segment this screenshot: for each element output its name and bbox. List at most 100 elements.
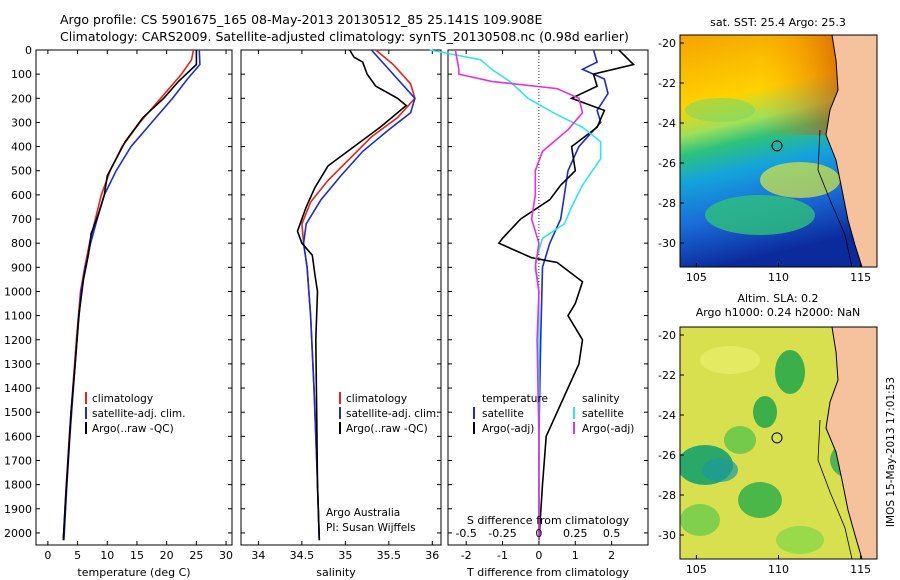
sst-map-title: sat. SST: 25.4 Argo: 25.3: [710, 16, 846, 29]
salinity-ticks: 34 34.5 35 35.5 36: [241, 49, 441, 562]
x-tick-label: 30: [219, 549, 233, 562]
map-y-tick-label: -28: [658, 197, 676, 210]
s-tick-label: 0: [535, 527, 542, 540]
y-tick-label: 2000: [4, 527, 32, 540]
salinity-panel: 34 34.5 35 35.5 36 salinity climatology sate…: [240, 49, 442, 579]
sst-map-panel: sat. SST: 25.4 Argo: 25.3 105 110 115 -20 -2…: [658, 16, 878, 284]
salinity-xlabel: salinity: [316, 566, 356, 579]
map-y-tick-label: -22: [658, 77, 676, 90]
y-tick-label: 500: [11, 165, 32, 178]
temperature-axes: [35, 49, 233, 546]
x-tick-label: 25: [189, 549, 203, 562]
y-tick-label: 1700: [4, 454, 32, 467]
map-y-tick-label: -28: [658, 489, 676, 502]
x-tick-label: 0: [44, 549, 51, 562]
s-tick-label: 0.5: [603, 527, 621, 540]
legend-header-salinity: salinity: [582, 393, 620, 405]
map-x-tick-label: 115: [850, 271, 871, 284]
temperature-xlabel: temperature (deg C): [77, 566, 190, 579]
y-tick-label: 600: [11, 189, 32, 202]
temperature-series-group: [62, 49, 201, 541]
sla-map-title: Altim. SLA: 0.2: [737, 292, 818, 305]
x-tick-label: 5: [74, 549, 81, 562]
x-tick-label: 34.5: [290, 549, 315, 562]
argo-location-marker: [771, 140, 783, 152]
y-tick-label: 1500: [4, 406, 32, 419]
x-tick-label: 10: [100, 549, 114, 562]
legend-label-sal-satellite: satellite: [582, 408, 624, 420]
map-x-tick-label: 115: [850, 563, 871, 576]
y-tick-label: 1400: [4, 382, 32, 395]
x-tick-label: -2: [461, 549, 472, 562]
s-tick-label: 0.25: [563, 527, 588, 540]
map-x-tick-label: 110: [768, 563, 789, 576]
legend-label-satellite: satellite-adj. clim.: [346, 408, 439, 420]
map-x-tick-label: 105: [686, 563, 707, 576]
legend-label-satellite: satellite-adj. clim.: [92, 408, 185, 420]
legend-label-temp-argo: Argo(-adj): [482, 423, 534, 435]
map-x-tick-label: 105: [686, 271, 707, 284]
y-tick-label: 1000: [4, 285, 32, 298]
map-y-tick-label: -26: [658, 157, 676, 170]
y-tick-label: 0: [25, 44, 32, 57]
figure-title: Argo profile: CS 5901675_165 08-May-2013…: [60, 12, 543, 27]
y-tick-label: 1300: [4, 358, 32, 371]
legend-label-temp-satellite: satellite: [482, 408, 524, 420]
map-y-tick-label: -24: [658, 117, 676, 130]
y-tick-label: 300: [11, 116, 32, 129]
s-tick-label: -0.25: [488, 527, 516, 540]
x-tick-label: 2: [608, 549, 615, 562]
map-y-tick-label: -20: [658, 329, 676, 342]
series-line-2: [296, 49, 408, 541]
imos-timestamp: IMOS 15-May-2013 17:01:53: [885, 377, 897, 527]
series-line-1: [302, 49, 416, 541]
y-tick-label: 1600: [4, 430, 32, 443]
map-y-tick-label: -24: [658, 409, 676, 422]
difference-legend: temperature satellite Argo(-adj) salinit…: [473, 393, 634, 435]
salinity-legend: climatology satellite-adj. clim. Argo(..…: [339, 392, 439, 435]
sst-map-ticks: 105 110 115 -20 -22 -24 -26 -28 -30: [658, 37, 871, 284]
annotation-argo-australia: Argo Australia: [326, 507, 400, 519]
coastline-land: [826, 35, 877, 267]
x-tick-label: 20: [160, 549, 174, 562]
sla-map-panel: Altim. SLA: 0.2 Argo h1000: 0.24 h2000: …: [658, 292, 878, 576]
difference-xlabel: T difference from climatology: [466, 566, 629, 579]
salinity-axes: [240, 49, 442, 546]
y-tick-label: 700: [11, 213, 32, 226]
map-y-tick-label: -30: [658, 529, 676, 542]
map-y-tick-label: -20: [658, 37, 676, 50]
sla-map-subtitle: Argo h1000: 0.24 h2000: NaN: [696, 306, 861, 319]
s-tick-label: -0.5: [455, 527, 476, 540]
legend-label-climatology: climatology: [346, 393, 407, 405]
figure-subtitle: Climatology: CARS2009. Satellite-adjuste…: [60, 29, 629, 44]
y-tick-label: 1200: [4, 334, 32, 347]
argo-location-marker: [771, 432, 783, 444]
legend-header-temperature: temperature: [482, 393, 548, 405]
y-tick-label: 800: [11, 237, 32, 250]
series-line-1: [497, 49, 636, 541]
legend-label-sal-argo: Argo(-adj): [582, 423, 634, 435]
map-y-tick-label: -26: [658, 449, 676, 462]
legend-label-argo: Argo(..raw -QC): [92, 423, 174, 435]
annotation-pi: PI: Susan Wijffels: [326, 522, 416, 534]
salinity-series-group: [296, 49, 416, 541]
map-y-tick-label: -22: [658, 369, 676, 382]
difference-panel: -2 -1 0 1 2 -0.5 -0.25 0 0.25 0.5 T difference fr…: [429, 49, 649, 579]
difference-axes: [447, 49, 649, 546]
temperature-ticks: 0 5 10 15 20 25 300100200300400500600700800900…: [4, 44, 233, 562]
x-tick-label: 35.5: [377, 549, 402, 562]
x-tick-label: -1: [497, 549, 508, 562]
difference-ticks: -2 -1 0 1 2 -0.5 -0.25 0 0.25 0.5: [448, 49, 648, 562]
y-tick-label: 1800: [4, 479, 32, 492]
sla-map-image: [680, 327, 877, 559]
series-line-2: [62, 50, 198, 541]
sla-map-ticks: 105 110 115 -20 -22 -24 -26 -28 -30: [658, 329, 871, 576]
map-y-tick-label: -30: [658, 237, 676, 250]
temperature-panel: 0 5 10 15 20 25 300100200300400500600700800900…: [4, 44, 233, 579]
y-tick-label: 200: [11, 92, 32, 105]
legend-label-argo: Argo(..raw -QC): [346, 423, 428, 435]
temperature-legend: climatology satellite-adj. clim. Argo(..…: [85, 392, 185, 435]
y-tick-label: 400: [11, 141, 32, 154]
y-tick-label: 1900: [4, 503, 32, 516]
